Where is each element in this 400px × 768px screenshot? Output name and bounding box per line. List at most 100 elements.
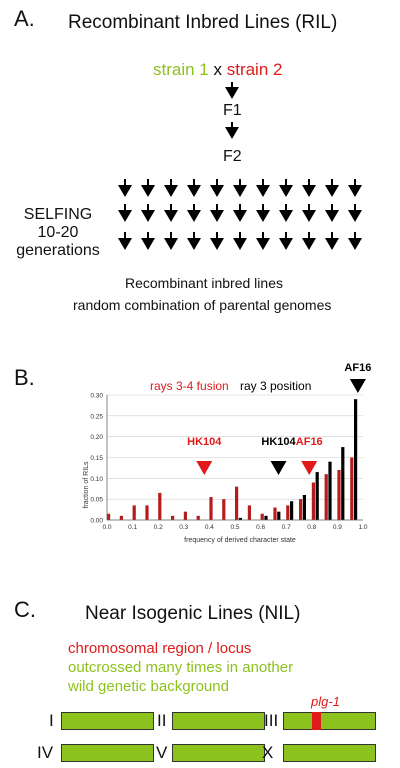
f2-label: F2 — [223, 148, 242, 165]
outcross-description-1: outcrossed many times in another — [68, 659, 294, 676]
x-tick-label: 0.8 — [307, 524, 316, 531]
arrow-stem — [262, 204, 264, 210]
derived-state-histogram: 0.00 0.05 0.10 0.15 0.20 0.25 0.30 0.0 0.1 0.2 0.3… — [83, 362, 371, 544]
bar-ray3-position — [290, 501, 294, 520]
arrow-stem — [170, 232, 172, 238]
locus-description: chromosomal region / locus — [68, 640, 252, 657]
bar-rays-fusion — [132, 505, 136, 520]
arrow-down-icon — [302, 238, 316, 250]
y-tick-label: 0.05 — [90, 497, 103, 504]
chromosome-label-iv: IV — [37, 743, 54, 762]
arrow-down-icon — [256, 185, 270, 197]
arrow-down-icon — [141, 185, 155, 197]
plg-1-locus-marker — [312, 712, 321, 730]
arrow-stem — [193, 232, 195, 238]
panel-a-letter: A. — [14, 6, 35, 31]
arrow-stem — [193, 179, 195, 185]
cross-symbol: x — [213, 60, 222, 79]
ril-result-line-1: Recombinant inbred lines — [125, 275, 283, 291]
legend-rays-fusion: rays 3-4 fusion — [150, 379, 229, 393]
arrow-down-icon — [164, 185, 178, 197]
arrow-down-icon — [302, 210, 316, 222]
chromosome-x — [283, 744, 376, 762]
arrow-stem-f1 — [231, 82, 233, 88]
bar-rays-fusion — [286, 505, 290, 520]
bar-rays-fusion — [183, 511, 187, 520]
marker-arrow-icon — [270, 461, 287, 475]
x-tick-label: 0.1 — [128, 524, 137, 531]
arrow-stem — [239, 204, 241, 210]
bar-ray3-position — [328, 461, 332, 520]
arrow-stem — [308, 204, 310, 210]
arrow-stem — [216, 232, 218, 238]
y-tick-label: 0.25 — [90, 413, 103, 420]
arrow-down-icon — [279, 185, 293, 197]
bar-rays-fusion — [171, 515, 175, 520]
selfing-line-3: generations — [16, 242, 100, 259]
arrow-down-icon — [233, 238, 247, 250]
arrow-stem — [285, 179, 287, 185]
arrow-down-icon — [256, 210, 270, 222]
bar-rays-fusion — [273, 507, 277, 520]
bar-ray3-position — [277, 511, 281, 520]
bar-rays-fusion — [299, 499, 303, 520]
arrow-down-icon — [210, 185, 224, 197]
arrow-down-icon — [256, 238, 270, 250]
arrow-stem — [354, 204, 356, 210]
arrow-down-icon — [187, 185, 201, 197]
bar-rays-fusion — [350, 457, 354, 520]
selfing-label: SELFING 10-20 generations — [8, 206, 108, 260]
chromosome-label-v: V — [156, 743, 168, 762]
marker-arrow-icon — [349, 379, 366, 393]
outcross-description-2: wild genetic background — [68, 678, 229, 695]
arrow-stem — [124, 179, 126, 185]
plg-1-label: plg-1 — [311, 694, 340, 709]
bar-rays-fusion — [222, 499, 226, 520]
arrow-stem — [308, 232, 310, 238]
bar-rays-fusion — [196, 515, 200, 520]
bar-rays-fusion — [324, 474, 328, 520]
marker-label: HK104 — [261, 436, 296, 448]
panel-c-title: Near Isogenic Lines (NIL) — [85, 603, 301, 624]
arrow-stem — [262, 179, 264, 185]
arrow-down-icon — [233, 210, 247, 222]
marker-arrow-icon — [301, 461, 318, 475]
chromosome-i — [61, 712, 154, 730]
y-tick-label: 0.30 — [90, 393, 103, 400]
arrow-down-icon — [225, 127, 239, 139]
arrow-stem — [308, 179, 310, 185]
chromosome-label-ii: II — [157, 711, 167, 730]
bar-rays-fusion — [337, 470, 341, 520]
arrow-down-icon — [348, 185, 362, 197]
arrow-stem — [170, 204, 172, 210]
arrow-down-icon — [141, 210, 155, 222]
y-tick-label: 0.15 — [90, 455, 103, 462]
marker-label: HK104 — [187, 436, 222, 448]
arrow-stem — [147, 204, 149, 210]
arrow-stem — [193, 204, 195, 210]
arrow-stem — [285, 204, 287, 210]
arrow-stem — [331, 232, 333, 238]
panel-b-letter: B. — [14, 365, 35, 390]
x-tick-label: 0.3 — [179, 524, 188, 531]
y-tick-label: 0.00 — [90, 518, 103, 525]
bar-rays-fusion — [158, 492, 162, 520]
x-tick-label: 0.7 — [282, 524, 291, 531]
arrow-down-icon — [233, 185, 247, 197]
y-tick-label: 0.20 — [90, 434, 103, 441]
arrow-down-icon — [210, 238, 224, 250]
x-tick-label: 0.2 — [154, 524, 163, 531]
arrow-stem — [285, 232, 287, 238]
arrow-down-icon — [279, 238, 293, 250]
cross-line: strain 1 x strain 2 — [153, 60, 282, 80]
strain-1-label: strain 1 — [153, 60, 209, 79]
arrow-stem — [124, 232, 126, 238]
x-tick-label: 0.6 — [256, 524, 265, 531]
chromosome-label-iii: III — [264, 711, 279, 730]
x-tick-label: 0.0 — [102, 524, 111, 531]
bar-rays-fusion — [107, 513, 111, 520]
bar-ray3-position — [238, 517, 242, 520]
legend-ray3-position: ray 3 position — [240, 379, 311, 393]
arrow-stem — [147, 179, 149, 185]
selfing-line-2: 10-20 — [37, 224, 79, 241]
